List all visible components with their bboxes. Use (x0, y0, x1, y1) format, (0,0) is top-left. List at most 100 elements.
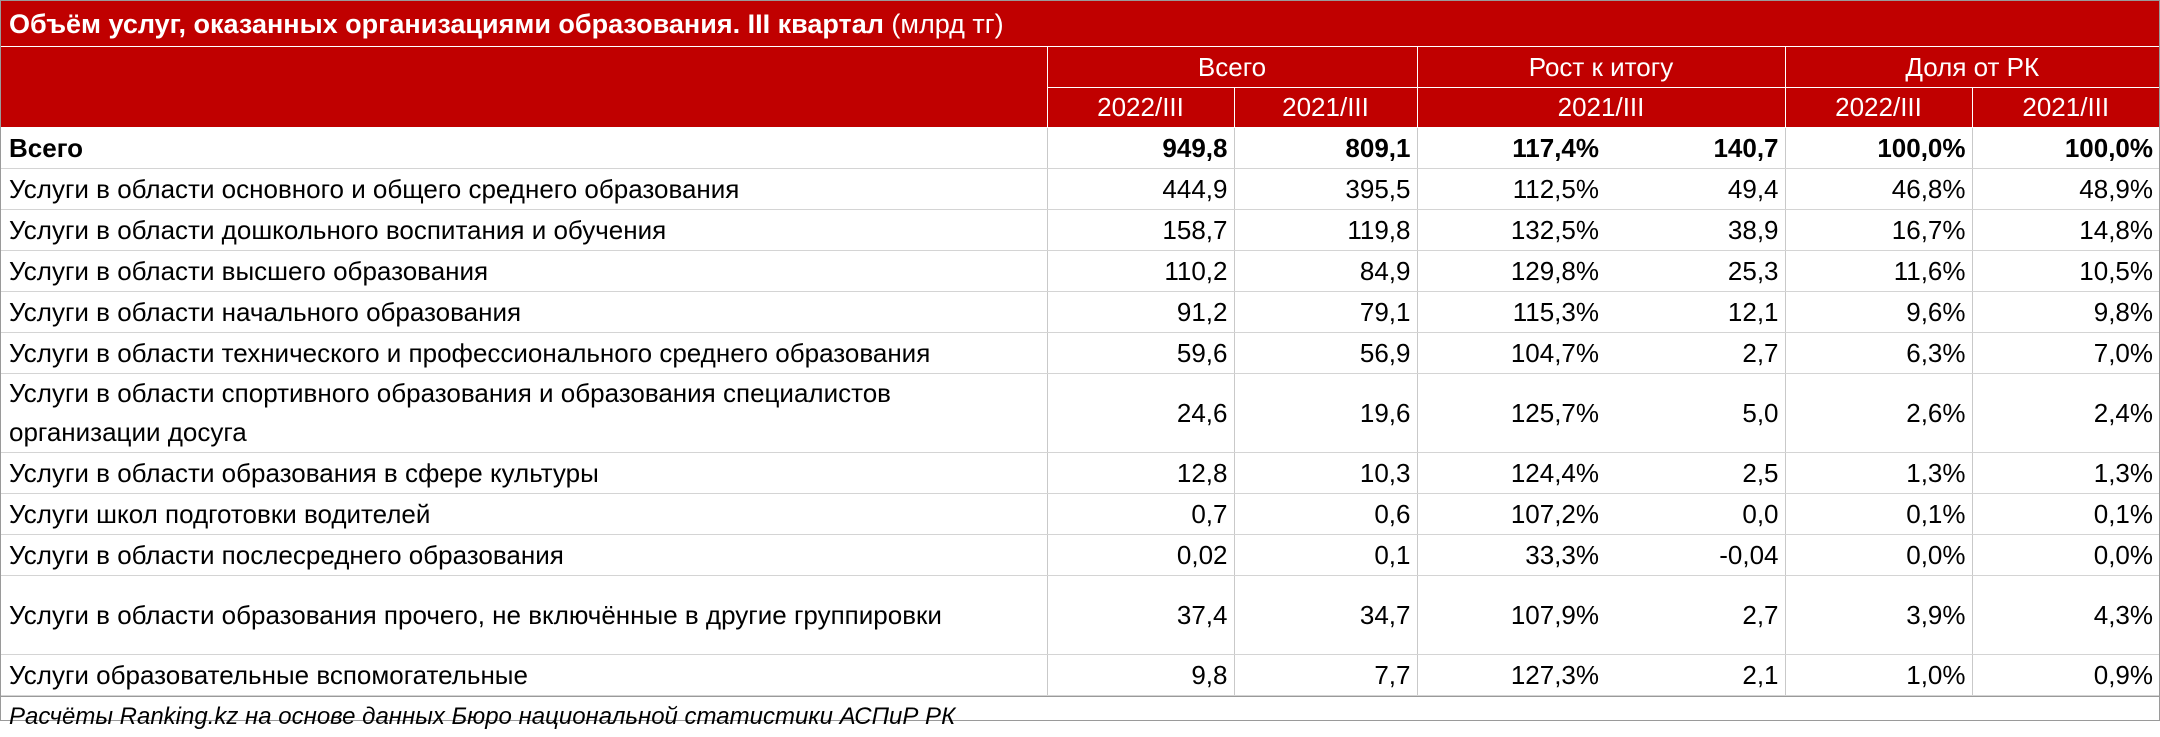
cell-share-2021: 14,8% (1971, 209, 2160, 251)
cell-total-2021: 34,7 (1233, 575, 1417, 655)
row-label: Услуги в области образования прочего, не… (1, 575, 1047, 655)
cell-total-2021: 809,1 (1233, 127, 1417, 169)
cell-growth-abs: 5,0 (1605, 373, 1786, 453)
cell-total-2021: 79,1 (1233, 291, 1417, 333)
row-label: Услуги школ подготовки водителей (1, 493, 1047, 535)
cell-share-2022: 2,6% (1784, 373, 1973, 453)
data-table: Всего Рост к итогу Доля от РК 2022/III 2… (1, 47, 2160, 696)
cell-share-2022: 100,0% (1784, 127, 1973, 169)
table-title: Объём услуг, оказанных организациями обр… (1, 1, 2159, 47)
cell-total-2021: 84,9 (1233, 250, 1417, 292)
cell-total-2022: 9,8 (1046, 654, 1234, 696)
row-label: Услуги в области технического и професси… (1, 332, 1047, 374)
cell-share-2021: 100,0% (1971, 127, 2160, 169)
cell-share-2021: 9,8% (1971, 291, 2160, 333)
cell-total-2021: 0,6 (1233, 493, 1417, 535)
cell-growth-abs: -0,04 (1605, 534, 1786, 576)
row-label: Услуги в области начального образования (1, 291, 1047, 333)
cell-growth-abs: 2,5 (1605, 452, 1786, 494)
cell-growth-abs: 140,7 (1605, 127, 1786, 169)
table-row: Услуги в области образования прочего, не… (1, 575, 2160, 655)
cell-growth-abs: 0,0 (1605, 493, 1786, 535)
cell-share-2022: 16,7% (1784, 209, 1973, 251)
cell-share-2022: 3,9% (1784, 575, 1973, 655)
cell-share-2022: 6,3% (1784, 332, 1973, 374)
cell-total-2022: 24,6 (1046, 373, 1234, 453)
cell-total-2022: 91,2 (1046, 291, 1234, 333)
cell-growth-abs: 49,4 (1605, 168, 1786, 210)
cell-share-2021: 7,0% (1971, 332, 2160, 374)
table-row: Услуги в области дошкольного воспитания … (1, 209, 2160, 251)
cell-growth-pct: 115,3% (1416, 291, 1605, 333)
row-label: Услуги в области высшего образования (1, 250, 1047, 292)
cell-share-2021: 0,1% (1971, 493, 2160, 535)
cell-growth-pct: 132,5% (1416, 209, 1605, 251)
cell-total-2021: 7,7 (1233, 654, 1417, 696)
row-label: Услуги в области образования в сфере кул… (1, 452, 1047, 494)
cell-growth-abs: 38,9 (1605, 209, 1786, 251)
cell-share-2021: 1,3% (1971, 452, 2160, 494)
cell-growth-pct: 107,2% (1416, 493, 1605, 535)
cell-share-2022: 1,3% (1784, 452, 1973, 494)
header-group-growth: Рост к итогу (1416, 47, 1786, 88)
table-row: Услуги образовательные вспомогательные 9,… (1, 654, 2160, 696)
cell-growth-pct: 104,7% (1416, 332, 1605, 374)
cell-total-2022: 949,8 (1046, 127, 1234, 169)
header-blank (1, 47, 1047, 128)
row-label: Всего (1, 127, 1047, 169)
cell-total-2022: 158,7 (1046, 209, 1234, 251)
row-label: Услуги образовательные вспомогательные (1, 654, 1047, 696)
cell-total-2022: 12,8 (1046, 452, 1234, 494)
cell-share-2021: 48,9% (1971, 168, 2160, 210)
cell-share-2022: 0,1% (1784, 493, 1973, 535)
cell-total-2021: 119,8 (1233, 209, 1417, 251)
cell-total-2021: 19,6 (1233, 373, 1417, 453)
cell-share-2021: 0,9% (1971, 654, 2160, 696)
cell-total-2021: 10,3 (1233, 452, 1417, 494)
cell-total-2021: 0,1 (1233, 534, 1417, 576)
cell-growth-pct: 107,9% (1416, 575, 1605, 655)
cell-growth-abs: 2,1 (1605, 654, 1786, 696)
cell-total-2022: 110,2 (1046, 250, 1234, 292)
row-label: Услуги в области послесреднего образован… (1, 534, 1047, 576)
table-row: Услуги в области образования в сфере кул… (1, 452, 2160, 494)
header-share-2021: 2021/III (1971, 87, 2160, 128)
cell-total-2022: 444,9 (1046, 168, 1234, 210)
table-row: Услуги в области послесреднего образован… (1, 534, 2160, 576)
cell-total-2021: 395,5 (1233, 168, 1417, 210)
table-row: Услуги школ подготовки водителей 0,7 0,6 10… (1, 493, 2160, 535)
cell-growth-abs: 12,1 (1605, 291, 1786, 333)
table-row: Услуги в области технического и професси… (1, 332, 2160, 374)
table-row: Услуги в области основного и общего сред… (1, 168, 2160, 210)
row-label: Услуги в области спортивного образования… (1, 373, 1047, 453)
header-share-2022: 2022/III (1784, 87, 1973, 128)
table-row-total: Всего 949,8 809,1 117,4% 140,7 100,0% 100,0% (1, 127, 2160, 169)
header-group-total: Всего (1046, 47, 1417, 88)
cell-share-2022: 9,6% (1784, 291, 1973, 333)
table-row: Услуги в области спортивного образования… (1, 373, 2160, 453)
header-total-2022: 2022/III (1046, 87, 1234, 128)
cell-growth-abs: 2,7 (1605, 575, 1786, 655)
table-body: Всего 949,8 809,1 117,4% 140,7 100,0% 100,0% Ус… (1, 127, 2160, 696)
cell-total-2022: 0,7 (1046, 493, 1234, 535)
table-title-units: (млрд тг) (883, 9, 1004, 39)
cell-growth-pct: 127,3% (1416, 654, 1605, 696)
header-group-share: Доля от РК (1784, 47, 2160, 88)
cell-share-2022: 46,8% (1784, 168, 1973, 210)
cell-share-2022: 11,6% (1784, 250, 1973, 292)
table-row: Услуги в области начального образования 9… (1, 291, 2160, 333)
cell-total-2022: 0,02 (1046, 534, 1234, 576)
cell-growth-pct: 124,4% (1416, 452, 1605, 494)
cell-total-2021: 56,9 (1233, 332, 1417, 374)
cell-growth-pct: 33,3% (1416, 534, 1605, 576)
cell-share-2021: 4,3% (1971, 575, 2160, 655)
cell-growth-abs: 25,3 (1605, 250, 1786, 292)
cell-share-2021: 0,0% (1971, 534, 2160, 576)
source-footnote: Расчёты Ranking.kz на основе данных Бюро… (1, 696, 2159, 736)
cell-total-2022: 59,6 (1046, 332, 1234, 374)
cell-share-2021: 2,4% (1971, 373, 2160, 453)
cell-total-2022: 37,4 (1046, 575, 1234, 655)
cell-share-2022: 1,0% (1784, 654, 1973, 696)
header-total-2021: 2021/III (1233, 87, 1417, 128)
